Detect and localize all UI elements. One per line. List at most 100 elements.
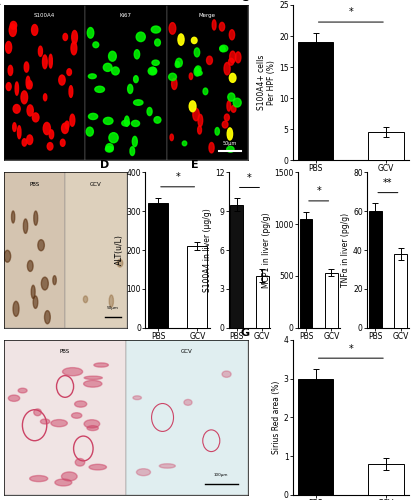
Text: S100A4: S100A4 [34, 13, 55, 18]
Text: 50μm: 50μm [223, 140, 237, 145]
Ellipse shape [227, 101, 231, 111]
Bar [148, 204, 168, 328]
Ellipse shape [84, 420, 100, 428]
Text: PBS: PBS [30, 182, 40, 187]
Text: *: * [175, 172, 180, 182]
Ellipse shape [83, 296, 88, 302]
Ellipse shape [88, 114, 98, 119]
Ellipse shape [24, 62, 29, 72]
Ellipse shape [59, 75, 65, 85]
Ellipse shape [150, 68, 156, 74]
Ellipse shape [71, 42, 77, 55]
Ellipse shape [5, 42, 12, 54]
Ellipse shape [32, 113, 39, 122]
Ellipse shape [15, 82, 19, 95]
Ellipse shape [17, 126, 21, 138]
Ellipse shape [227, 146, 234, 152]
Ellipse shape [43, 55, 47, 68]
FancyBboxPatch shape [85, 5, 166, 160]
Ellipse shape [31, 24, 38, 36]
Ellipse shape [13, 122, 16, 132]
Ellipse shape [84, 376, 102, 380]
Ellipse shape [148, 67, 157, 75]
Ellipse shape [189, 73, 192, 80]
Ellipse shape [75, 458, 85, 466]
Ellipse shape [220, 46, 225, 52]
Ellipse shape [176, 58, 182, 67]
Ellipse shape [134, 50, 140, 59]
Ellipse shape [151, 26, 161, 33]
Ellipse shape [191, 38, 197, 44]
Bar [325, 272, 338, 328]
Ellipse shape [43, 94, 47, 101]
Ellipse shape [103, 64, 112, 72]
Bar [298, 378, 333, 495]
Ellipse shape [34, 211, 38, 225]
Ellipse shape [169, 74, 176, 80]
Text: Merge: Merge [199, 13, 216, 18]
Ellipse shape [86, 127, 93, 136]
Ellipse shape [105, 146, 113, 152]
Ellipse shape [193, 108, 199, 121]
Bar [394, 254, 407, 328]
Ellipse shape [198, 114, 203, 126]
Ellipse shape [87, 426, 98, 430]
Ellipse shape [152, 60, 159, 66]
Bar [369, 211, 382, 328]
Ellipse shape [154, 116, 161, 123]
Ellipse shape [93, 42, 99, 48]
Ellipse shape [12, 211, 15, 223]
Text: PBS: PBS [60, 349, 70, 354]
Ellipse shape [229, 30, 235, 40]
Ellipse shape [21, 91, 28, 104]
Ellipse shape [27, 260, 33, 272]
Ellipse shape [228, 93, 235, 101]
Ellipse shape [222, 371, 231, 378]
Y-axis label: TNFα in liver (pg/g): TNFα in liver (pg/g) [341, 213, 350, 287]
Bar [368, 132, 404, 160]
Ellipse shape [212, 20, 216, 30]
Ellipse shape [51, 420, 67, 426]
Ellipse shape [94, 363, 108, 367]
Ellipse shape [220, 45, 228, 52]
Ellipse shape [169, 22, 176, 34]
Bar [299, 219, 312, 328]
Ellipse shape [95, 86, 104, 92]
Ellipse shape [40, 419, 50, 424]
Ellipse shape [109, 132, 118, 143]
Ellipse shape [24, 219, 28, 234]
Ellipse shape [178, 34, 184, 46]
Bar [298, 42, 333, 160]
Ellipse shape [62, 123, 69, 134]
Ellipse shape [109, 52, 116, 61]
Ellipse shape [189, 101, 196, 112]
Ellipse shape [55, 479, 72, 486]
FancyBboxPatch shape [166, 5, 248, 160]
Ellipse shape [134, 76, 138, 82]
Ellipse shape [70, 114, 75, 126]
Text: *: * [349, 344, 353, 353]
Bar [188, 246, 207, 328]
Ellipse shape [230, 51, 236, 63]
Ellipse shape [117, 260, 123, 267]
FancyBboxPatch shape [4, 5, 85, 160]
Ellipse shape [224, 62, 230, 75]
Ellipse shape [33, 296, 38, 308]
Y-axis label: ALT(u/L): ALT(u/L) [114, 234, 123, 266]
Ellipse shape [38, 240, 44, 250]
Ellipse shape [67, 68, 71, 75]
Y-axis label: S100A4 in liver (μg/g): S100A4 in liver (μg/g) [203, 208, 212, 292]
Ellipse shape [26, 76, 30, 88]
Text: D: D [100, 160, 109, 170]
Bar [230, 205, 243, 328]
Y-axis label: S100A4+ cells
Per HPF (%): S100A4+ cells Per HPF (%) [257, 55, 276, 110]
Ellipse shape [8, 66, 13, 76]
Text: *: * [247, 173, 252, 183]
Ellipse shape [147, 108, 152, 116]
Ellipse shape [13, 302, 19, 316]
Ellipse shape [184, 400, 192, 406]
Ellipse shape [31, 286, 35, 298]
Ellipse shape [65, 121, 69, 129]
Ellipse shape [71, 412, 82, 418]
Ellipse shape [194, 48, 199, 57]
